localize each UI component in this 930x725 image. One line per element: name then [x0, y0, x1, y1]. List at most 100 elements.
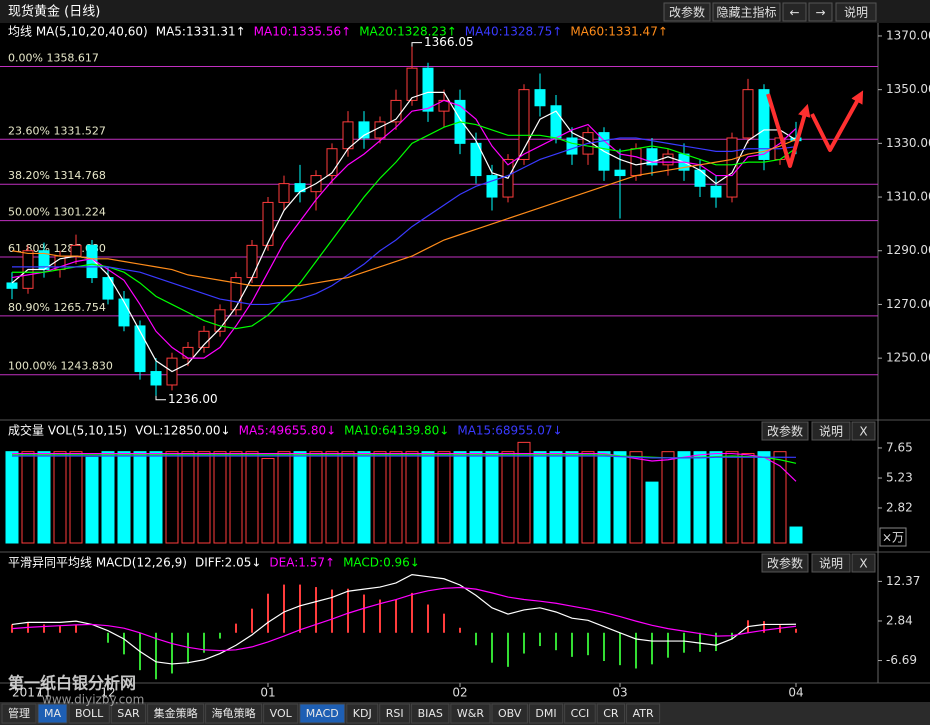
volume-bar: [773, 451, 787, 544]
tab-label[interactable]: VOL: [270, 707, 293, 720]
candle-body: [358, 121, 370, 139]
tab[interactable]: [205, 703, 263, 724]
volume-bar: [469, 451, 483, 544]
button-label[interactable]: 改参数: [767, 556, 803, 571]
volume-bar: [229, 451, 243, 544]
tab-label[interactable]: MACD: [306, 707, 339, 720]
tab[interactable]: [528, 703, 564, 724]
tab-label[interactable]: ATR: [633, 707, 654, 720]
tab[interactable]: [263, 703, 299, 724]
legend-entry: MA5:1331.31↑: [156, 25, 246, 39]
volume-bar: [165, 451, 179, 544]
y-tick-label: 12.37: [886, 574, 920, 588]
y-tick-label: 1330.00: [886, 136, 930, 150]
volume-bar: [245, 451, 259, 544]
tab[interactable]: [37, 703, 68, 724]
button-label[interactable]: ←: [789, 6, 799, 20]
volume-bar: [373, 451, 387, 544]
volume-bar: [53, 451, 67, 544]
tab[interactable]: [379, 703, 411, 724]
y-tick-label: 7.65: [886, 440, 913, 454]
candle-body: [614, 169, 626, 177]
button-label[interactable]: X: [859, 557, 867, 571]
button-label[interactable]: →: [815, 6, 825, 20]
y-tick-label: 1350.00: [886, 82, 930, 96]
button-label[interactable]: 说明: [844, 5, 868, 20]
volume-bar: [293, 451, 307, 544]
volume-bar: [613, 451, 627, 544]
button[interactable]: [835, 2, 877, 22]
button-label[interactable]: 改参数: [669, 5, 705, 20]
button[interactable]: [808, 2, 833, 22]
button[interactable]: [851, 553, 876, 573]
tab-label[interactable]: DMI: [535, 707, 556, 720]
button[interactable]: [811, 421, 851, 441]
candle-body: [742, 89, 754, 139]
button[interactable]: [663, 2, 711, 22]
legend-entry: DEA:1.57↑: [269, 556, 335, 570]
tab[interactable]: [596, 703, 626, 724]
candle-body: [278, 183, 290, 203]
volume-bar: [581, 451, 595, 544]
series-line: [12, 455, 797, 459]
tab-label[interactable]: BOLL: [75, 707, 104, 720]
volume-bar: [485, 451, 499, 544]
tab-label[interactable]: MA: [44, 707, 61, 720]
volume-bar: [757, 451, 771, 544]
tab-label[interactable]: KDJ: [353, 707, 372, 720]
volume-header-bg: [0, 421, 878, 440]
tab-label[interactable]: 海龟策略: [212, 706, 256, 720]
volume-bar: [453, 451, 467, 544]
series-line: [11, 138, 797, 287]
tab[interactable]: [147, 703, 205, 724]
annotation-marker: [411, 42, 422, 47]
candle-body: [662, 153, 674, 166]
tab[interactable]: [491, 703, 528, 724]
tab-label[interactable]: 集金策略: [154, 706, 198, 720]
tab[interactable]: [564, 703, 596, 724]
candle-body: [406, 67, 418, 101]
tab-label[interactable]: RSI: [386, 707, 404, 720]
tab-label[interactable]: CCI: [571, 707, 590, 720]
button[interactable]: [851, 421, 876, 441]
candle-body: [470, 142, 482, 177]
button[interactable]: [712, 2, 781, 22]
tab-label[interactable]: BIAS: [418, 707, 443, 720]
watermark-url: www.diyizby.com: [42, 693, 144, 707]
candle-body: [6, 282, 18, 289]
volume-bar: [213, 451, 227, 544]
candle-body: [246, 244, 258, 279]
tab-label[interactable]: W&R: [457, 707, 484, 720]
legend-entry: MA40:1328.75↑: [465, 25, 563, 39]
button-label[interactable]: 说明: [819, 556, 843, 571]
button[interactable]: [761, 553, 809, 573]
volume-bar: [101, 451, 115, 544]
button-label[interactable]: 改参数: [767, 424, 803, 439]
button[interactable]: [782, 2, 807, 22]
y-tick-label: 1250.00: [886, 351, 930, 365]
candle-body: [134, 325, 146, 373]
button-label[interactable]: 隐藏主指标: [716, 5, 776, 20]
tab[interactable]: [450, 703, 491, 724]
candle-body: [534, 89, 546, 107]
tab[interactable]: [346, 703, 379, 724]
volume-bar: [117, 451, 131, 544]
candle-body: [630, 148, 642, 177]
button[interactable]: [811, 553, 851, 573]
button-label[interactable]: X: [859, 425, 867, 439]
candle-body: [486, 175, 498, 198]
tab-label[interactable]: 管理: [8, 706, 30, 720]
tab[interactable]: [1, 703, 37, 724]
button-label[interactable]: 说明: [819, 424, 843, 439]
tab[interactable]: [68, 703, 110, 724]
tab-label[interactable]: CR: [603, 707, 619, 720]
tab[interactable]: [411, 703, 450, 724]
tab[interactable]: [626, 703, 661, 724]
y-tick-label: 2.84: [886, 613, 913, 627]
tab-label[interactable]: OBV: [498, 707, 522, 720]
tab[interactable]: [299, 703, 346, 724]
volume-bar: [741, 453, 755, 544]
tab[interactable]: [110, 703, 147, 724]
button[interactable]: [761, 421, 809, 441]
tab-label[interactable]: SAR: [117, 707, 140, 720]
